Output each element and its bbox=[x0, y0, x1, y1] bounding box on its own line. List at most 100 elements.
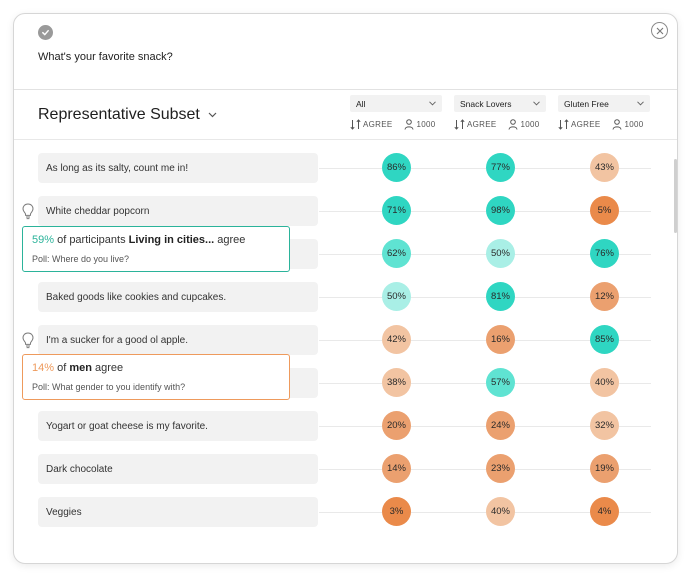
chevron-down-icon bbox=[208, 112, 217, 118]
table-row: I'm a sucker for a good ol apple. 42% 16% 8… bbox=[14, 325, 677, 355]
segment-select[interactable]: Gluten Free bbox=[558, 95, 650, 112]
insight-summary: 59% of participants Living in cities... … bbox=[32, 234, 280, 246]
sort-label: AGREE bbox=[363, 120, 393, 129]
statement-text[interactable]: I'm a sucker for a good ol apple. bbox=[38, 325, 318, 355]
insight-percent: 59% bbox=[32, 234, 55, 246]
lightbulb-icon[interactable] bbox=[22, 332, 34, 349]
participant-count: 1000 bbox=[508, 119, 540, 130]
table-row: White cheddar popcorn 71% 98% 5% bbox=[14, 196, 677, 226]
row-guide-line bbox=[319, 469, 651, 470]
agree-percent-badge[interactable]: 12% bbox=[590, 282, 619, 311]
statement-text[interactable]: Baked goods like cookies and cupcakes. bbox=[38, 282, 318, 312]
statement-text[interactable]: Yogart or goat cheese is my favorite. bbox=[38, 411, 318, 441]
table-row: Dark chocolate 14% 23% 19% bbox=[14, 454, 677, 484]
agree-percent-badge[interactable]: 77% bbox=[486, 153, 515, 182]
agree-percent-badge[interactable]: 81% bbox=[486, 282, 515, 311]
close-icon[interactable] bbox=[651, 22, 668, 39]
statement-text[interactable]: Dark chocolate bbox=[38, 454, 318, 484]
agree-percent-badge[interactable]: 4% bbox=[590, 497, 619, 526]
participant-count-value: 1000 bbox=[520, 120, 540, 129]
agree-percent-badge[interactable]: 71% bbox=[382, 196, 411, 225]
person-icon bbox=[508, 119, 518, 130]
sort-label: AGREE bbox=[571, 120, 601, 129]
person-icon bbox=[612, 119, 622, 130]
column-meta: AGREE 1000 bbox=[454, 119, 546, 130]
agree-percent-badge[interactable]: 85% bbox=[590, 325, 619, 354]
sort-agree-button[interactable]: AGREE bbox=[454, 119, 497, 130]
statement-text[interactable]: As long as its salty, count me in! bbox=[38, 153, 318, 183]
agree-percent-badge[interactable]: 24% bbox=[486, 411, 515, 440]
agree-percent-badge[interactable]: 19% bbox=[590, 454, 619, 483]
sort-arrows-icon bbox=[454, 119, 465, 130]
agree-percent-badge[interactable]: 42% bbox=[382, 325, 411, 354]
column-meta: AGREE 1000 bbox=[350, 119, 442, 130]
person-icon bbox=[404, 119, 414, 130]
agree-percent-badge[interactable]: 20% bbox=[382, 411, 411, 440]
column-header: All AGREE 1000 bbox=[350, 95, 442, 130]
statement-text[interactable]: White cheddar popcorn bbox=[38, 196, 318, 226]
agree-percent-badge[interactable]: 43% bbox=[590, 153, 619, 182]
column-header: Snack Lovers AGREE 1000 bbox=[454, 95, 546, 130]
insight-summary: 14% of men agree bbox=[32, 362, 280, 374]
insight-text: of bbox=[54, 362, 70, 374]
participant-count: 1000 bbox=[612, 119, 644, 130]
agree-percent-badge[interactable]: 16% bbox=[486, 325, 515, 354]
subset-dropdown[interactable]: Representative Subset bbox=[38, 106, 217, 124]
statement-text[interactable]: Veggies bbox=[38, 497, 318, 527]
agree-percent-badge[interactable]: 40% bbox=[590, 368, 619, 397]
chevron-down-icon bbox=[533, 101, 540, 106]
segment-select[interactable]: Snack Lovers bbox=[454, 95, 546, 112]
agree-percent-badge[interactable]: 14% bbox=[382, 454, 411, 483]
row-guide-line bbox=[319, 168, 651, 169]
row-guide-line bbox=[319, 211, 651, 212]
agree-percent-badge[interactable]: 76% bbox=[590, 239, 619, 268]
insight-group: men bbox=[69, 362, 92, 374]
agree-percent-badge[interactable]: 62% bbox=[382, 239, 411, 268]
sort-agree-button[interactable]: AGREE bbox=[558, 119, 601, 130]
insight-popover[interactable]: 59% of participants Living in cities... … bbox=[22, 226, 290, 272]
insight-text: agree bbox=[91, 362, 124, 374]
agree-percent-badge[interactable]: 3% bbox=[382, 497, 411, 526]
table-row: Baked goods like cookies and cupcakes. 50… bbox=[14, 282, 677, 312]
segment-select-value: Snack Lovers bbox=[460, 98, 512, 109]
table-row: Veggies 3% 40% 4% bbox=[14, 497, 677, 527]
agree-percent-badge[interactable]: 86% bbox=[382, 153, 411, 182]
insight-popover[interactable]: 14% of men agree Poll: What gender to you… bbox=[22, 354, 290, 400]
agree-percent-badge[interactable]: 50% bbox=[382, 282, 411, 311]
scrollbar[interactable] bbox=[674, 159, 677, 233]
table-row: Yogart or goat cheese is my favorite. 20%… bbox=[14, 411, 677, 441]
check-icon bbox=[38, 25, 53, 40]
sort-label: AGREE bbox=[467, 120, 497, 129]
segment-select[interactable]: All bbox=[350, 95, 442, 112]
row-guide-line bbox=[319, 426, 651, 427]
insight-poll-source: Poll: What gender to you identify with? bbox=[32, 382, 186, 392]
participant-count-value: 1000 bbox=[624, 120, 644, 129]
insight-group: Living in cities... bbox=[128, 234, 215, 246]
row-guide-line bbox=[319, 512, 651, 513]
agree-percent-badge[interactable]: 40% bbox=[486, 497, 515, 526]
agree-percent-badge[interactable]: 23% bbox=[486, 454, 515, 483]
insight-text: of participants bbox=[54, 234, 129, 246]
divider bbox=[14, 89, 677, 90]
agree-percent-badge[interactable]: 98% bbox=[486, 196, 515, 225]
segment-select-value: All bbox=[356, 98, 366, 109]
sort-agree-button[interactable]: AGREE bbox=[350, 119, 393, 130]
row-guide-line bbox=[319, 340, 651, 341]
chevron-down-icon bbox=[637, 101, 644, 106]
agree-percent-badge[interactable]: 50% bbox=[486, 239, 515, 268]
segment-select-value: Gluten Free bbox=[564, 98, 609, 109]
question-text: What's your favorite snack? bbox=[38, 51, 173, 63]
lightbulb-icon[interactable] bbox=[22, 203, 34, 220]
insight-text: agree bbox=[214, 234, 246, 246]
sort-arrows-icon bbox=[558, 119, 569, 130]
row-guide-line bbox=[319, 254, 651, 255]
agree-percent-badge[interactable]: 32% bbox=[590, 411, 619, 440]
poll-results-card: What's your favorite snack? Representati… bbox=[13, 13, 678, 564]
participant-count: 1000 bbox=[404, 119, 436, 130]
divider bbox=[14, 139, 677, 140]
participant-count-value: 1000 bbox=[416, 120, 436, 129]
agree-percent-badge[interactable]: 5% bbox=[590, 196, 619, 225]
insight-poll-source: Poll: Where do you live? bbox=[32, 254, 130, 264]
agree-percent-badge[interactable]: 57% bbox=[486, 368, 515, 397]
agree-percent-badge[interactable]: 38% bbox=[382, 368, 411, 397]
